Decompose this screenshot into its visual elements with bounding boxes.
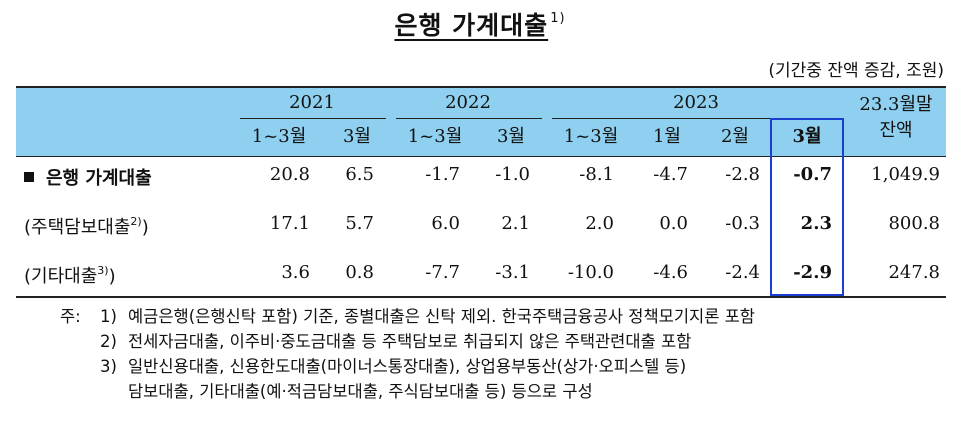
table-cell: 6.5 — [345, 164, 374, 185]
row-label-household-loans: 은행 가계대출 — [24, 164, 152, 190]
unit-label: (기간중 잔액 증감, 조원) — [768, 61, 944, 81]
year-underline-2022 — [396, 118, 542, 119]
year-2022: 2022 — [445, 92, 491, 113]
table-cell: 20.8 — [269, 164, 310, 185]
table-cell: -8.1 — [579, 164, 614, 185]
footnote: 담보대출, 기타대출(예·적금담보대출, 주식담보대출 등) 등으로 구성 — [128, 382, 593, 401]
month-header: 1~3월 — [563, 126, 619, 147]
footnote: 주: 1) 예금은행(은행신탁 포함) 기준, 종별대출은 신탁 제외. 한국주택금… — [60, 307, 755, 326]
table-cell: -2.4 — [725, 262, 760, 283]
year-underline-2021 — [240, 118, 386, 119]
table-cell: 0.0 — [659, 213, 688, 234]
table-cell-balance: 1,049.9 — [871, 164, 940, 185]
table-cell-balance: 800.8 — [888, 213, 940, 234]
table-cell: 2.1 — [501, 213, 530, 234]
row-label-mortgage: (주택담보대출2)) — [24, 215, 149, 238]
table-cell: -4.6 — [653, 262, 688, 283]
square-bullet-icon — [24, 172, 34, 182]
table-cell: -7.7 — [425, 262, 460, 283]
table-cell: -4.7 — [653, 164, 688, 185]
table-cell: -1.7 — [425, 164, 460, 185]
month-header: 2월 — [720, 126, 749, 147]
table-cell: 17.1 — [269, 213, 310, 234]
table-cell-current: 2.3 — [800, 213, 832, 234]
current-month-highlight — [770, 118, 844, 296]
table-cell: 6.0 — [431, 213, 460, 234]
month-header: 1~3월 — [407, 126, 463, 147]
table-cell: 5.7 — [345, 213, 374, 234]
year-2023: 2023 — [673, 92, 719, 113]
table-cell: 0.8 — [345, 262, 374, 283]
table-cell: -1.0 — [495, 164, 530, 185]
table-cell: 2.0 — [585, 213, 614, 234]
table-cell-balance: 247.8 — [888, 262, 940, 283]
month-header: 1~3월 — [251, 126, 307, 147]
table-title: 은행 가계대출 1) — [0, 6, 960, 42]
table-header — [16, 86, 946, 157]
balance-header-line1: 23.3월말 — [859, 94, 933, 115]
year-underline-2023 — [552, 118, 844, 119]
footnote: 2) 전세자금대출, 이주비·중도금대출 등 주택담보로 취급되지 않은 주택관련… — [100, 332, 692, 351]
title-note-ref: 1) — [550, 11, 566, 26]
table-cell-current: -2.9 — [793, 262, 832, 283]
table-cell-current: -0.7 — [793, 164, 832, 185]
table-cell: -10.0 — [567, 262, 614, 283]
month-header: 3월 — [342, 126, 371, 147]
month-header: 3월 — [496, 126, 525, 147]
footnotes: 주: 1) 예금은행(은행신탁 포함) 기준, 종별대출은 신탁 제외. 한국주택금… — [60, 304, 755, 404]
footnote: 3) 일반신용대출, 신용한도대출(마이너스통장대출), 상업용부동산(상가·오피… — [100, 357, 687, 376]
table-cell: -0.3 — [725, 213, 760, 234]
year-2021: 2021 — [289, 92, 335, 113]
table-cell: 3.6 — [281, 262, 310, 283]
month-header-current: 3월 — [792, 126, 822, 147]
balance-header-line2: 잔액 — [879, 120, 913, 141]
title-text: 은행 가계대출 — [394, 11, 549, 40]
table-cell: -2.8 — [725, 164, 760, 185]
table-bottom-rule — [16, 296, 946, 298]
month-header: 1월 — [652, 126, 681, 147]
row-label-other-loans: (기타대출3)) — [24, 264, 116, 287]
table-cell: -3.1 — [495, 262, 530, 283]
